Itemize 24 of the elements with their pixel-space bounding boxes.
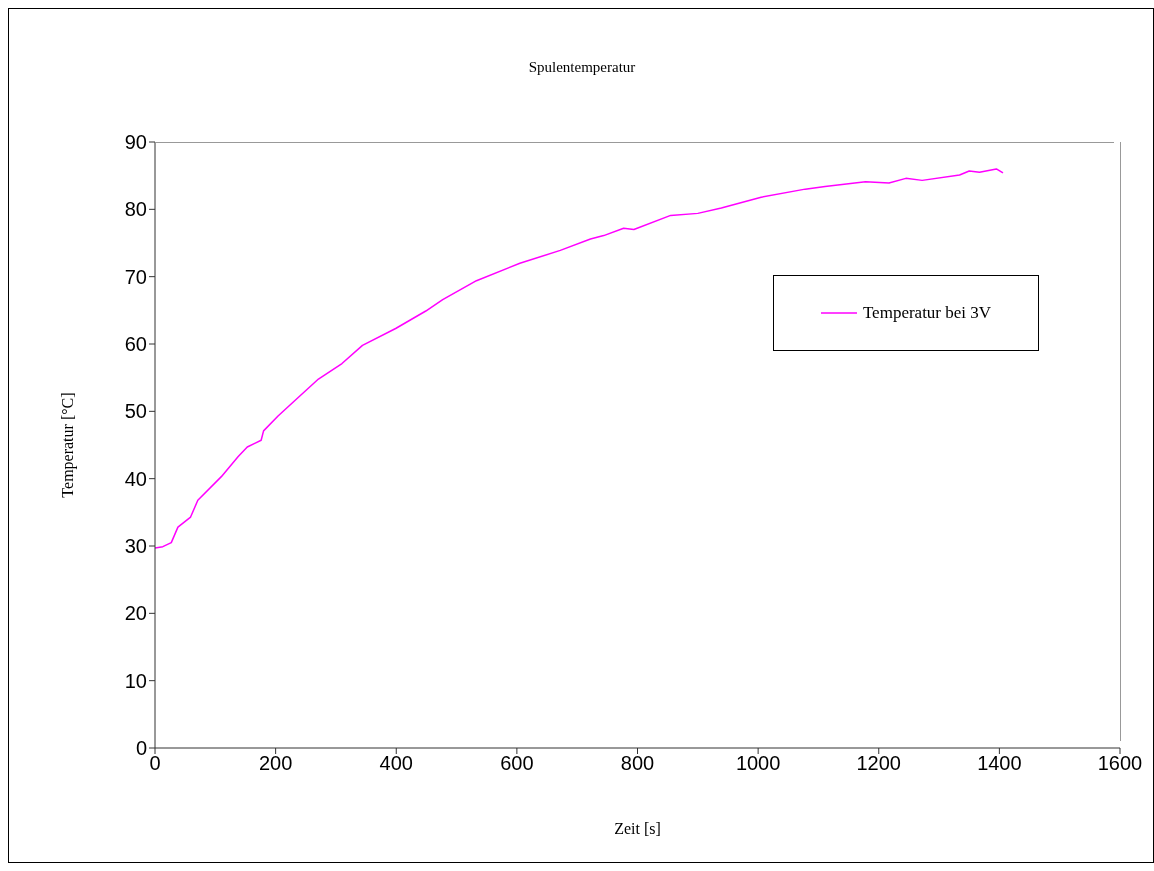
y-tick-label: 20 xyxy=(124,602,147,625)
y-tick-label: 50 xyxy=(124,400,147,423)
y-tick-label: 60 xyxy=(124,333,147,356)
x-tick-label: 1600 xyxy=(1097,752,1143,775)
chart-title: Spulentemperatur xyxy=(527,59,637,76)
y-tick-label: 70 xyxy=(124,265,147,288)
y-tick-label: 0 xyxy=(135,737,147,760)
x-tick-label: 0 xyxy=(149,752,161,775)
y-axis-title: Temperatur [°C] xyxy=(58,392,77,498)
y-tick-label: 90 xyxy=(124,131,147,154)
x-tick-label: 400 xyxy=(379,752,413,775)
x-tick-label: 1200 xyxy=(856,752,901,775)
y-tick-label: 30 xyxy=(124,535,147,558)
legend-label: Temperatur bei 3V xyxy=(862,303,992,323)
x-tick-label: 1000 xyxy=(735,752,781,775)
y-tick-label: 10 xyxy=(124,669,147,692)
x-tick-label: 600 xyxy=(500,752,534,775)
line-series xyxy=(155,168,1004,549)
x-tick-label: 1400 xyxy=(977,752,1022,775)
x-tick-label: 800 xyxy=(620,752,655,775)
y-tick-label: 80 xyxy=(124,198,147,221)
x-axis-title: Zeit [s] xyxy=(614,820,661,837)
y-tick-label: 40 xyxy=(124,467,147,490)
x-tick-label: 200 xyxy=(258,752,293,775)
